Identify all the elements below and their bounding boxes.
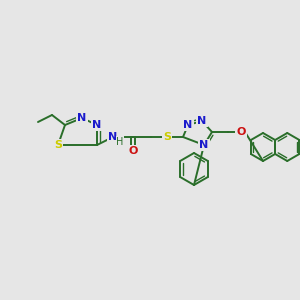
Text: O: O [128, 146, 138, 156]
Text: N: N [183, 120, 193, 130]
Text: H: H [116, 137, 124, 147]
Text: N: N [197, 116, 207, 126]
Text: N: N [77, 113, 87, 123]
Text: N: N [200, 140, 208, 150]
Text: O: O [236, 127, 246, 137]
Text: N: N [108, 132, 118, 142]
Text: N: N [92, 120, 102, 130]
Text: S: S [54, 140, 62, 150]
Text: S: S [163, 132, 171, 142]
